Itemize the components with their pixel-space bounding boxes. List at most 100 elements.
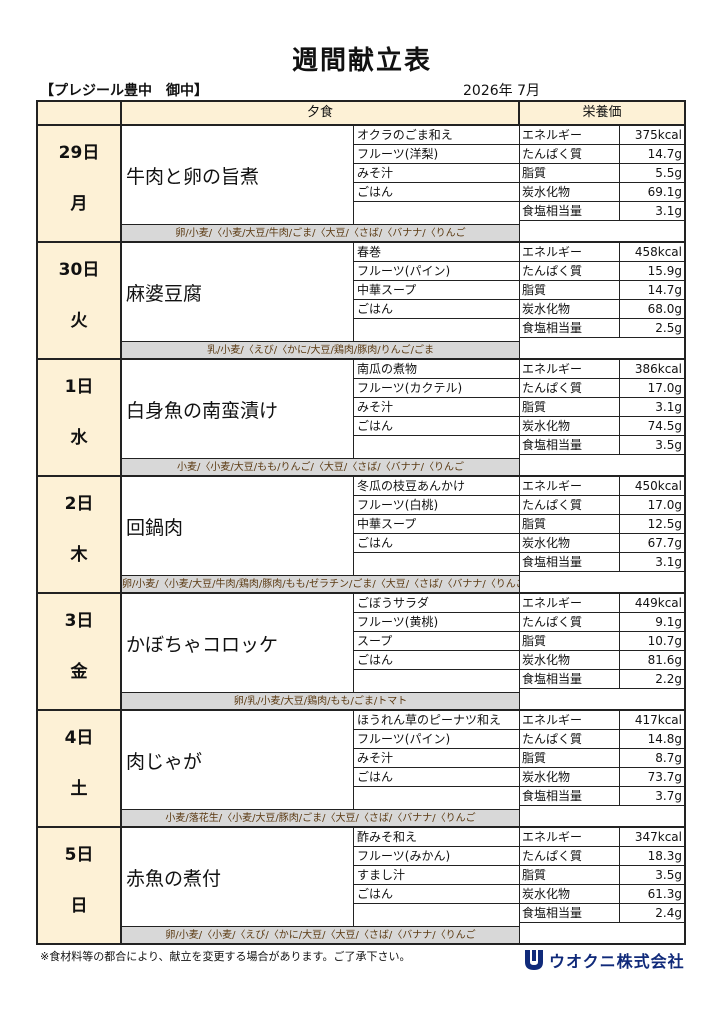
side-dish: 春巻 xyxy=(354,243,519,262)
side-dish: フルーツ(パイン) xyxy=(354,262,519,281)
nutrient-name: 炭水化物 xyxy=(520,183,620,201)
nutrient-value: 9.1g xyxy=(655,615,682,629)
date-label: 5日 xyxy=(64,845,94,865)
side-dish: ごはん xyxy=(354,300,519,319)
nutrition-row: 食塩相当量 2.2g xyxy=(520,670,684,689)
side-dish: スープ xyxy=(354,632,519,651)
day-row: 30日火麻婆豆腐 春巻 フルーツ(パイン) 中華スープ ごはん 乳/小麦/〈えび/〈かに/… xyxy=(36,243,686,360)
day-cell: 5日日 xyxy=(38,828,122,943)
date-label: 1日 xyxy=(64,377,94,397)
allergen-info: 卵/小麦/〈小麦/大豆/牛肉/鶏肉/豚肉/もも/ゼラチン/ごま/〈大豆/〈さば/… xyxy=(122,575,519,592)
main-dish: 牛肉と卵の旨煮 xyxy=(122,126,354,224)
main-dish: かぼちゃコロッケ xyxy=(122,594,354,692)
nutrition-panel: エネルギー 450kcal たんぱく質 17.0g 脂質 12.5g 炭水化物 67.7g 食塩… xyxy=(520,477,684,592)
nutrition-spacer xyxy=(520,338,684,358)
nutrient-name: 炭水化物 xyxy=(520,417,620,435)
nutrient-name: エネルギー xyxy=(520,711,620,729)
nutrition-row: 脂質 3.1g xyxy=(520,398,684,417)
main-dish: 赤魚の煮付 xyxy=(122,828,354,926)
nutrient-name: たんぱく質 xyxy=(520,379,620,397)
weekday-label: 日 xyxy=(70,896,88,916)
side-dish: フルーツ(パイン) xyxy=(354,730,519,749)
header-nutrition: 栄養価 xyxy=(582,105,622,120)
menu-table: 夕食 栄養価 29日月牛肉と卵の旨煮 オクラのごま和え フルーツ(洋梨) みそ汁 ごはん… xyxy=(36,100,686,945)
nutrition-row: エネルギー 386kcal xyxy=(520,360,684,379)
side-dishes: 冬瓜の枝豆あんかけ フルーツ(白桃) 中華スープ ごはん xyxy=(354,477,519,575)
dinner-content: 回鍋肉 冬瓜の枝豆あんかけ フルーツ(白桃) 中華スープ ごはん 卵/小麦/〈小麦/大豆/… xyxy=(122,477,520,592)
dinner-content: 肉じゃが ほうれん草のピーナツ和え フルーツ(パイン) みそ汁 ごはん 小麦/落花生/〈小… xyxy=(122,711,520,826)
nutrient-name: エネルギー xyxy=(520,126,620,144)
side-dish: オクラのごま和え xyxy=(354,126,519,145)
weekday-label: 木 xyxy=(70,545,88,565)
dinner-content: 白身魚の南蛮漬け 南瓜の煮物 フルーツ(カクテル) みそ汁 ごはん 小麦/〈小麦/大豆/も… xyxy=(122,360,520,475)
nutrient-name: エネルギー xyxy=(520,477,620,495)
nutrient-name: 脂質 xyxy=(520,632,620,650)
side-dish-blank xyxy=(354,319,519,338)
nutrition-row: 食塩相当量 3.1g xyxy=(520,553,684,572)
side-dish-blank xyxy=(354,436,519,455)
side-dish: 中華スープ xyxy=(354,515,519,534)
nutrition-row: 炭水化物 67.7g xyxy=(520,534,684,553)
day-row: 4日土肉じゃが ほうれん草のピーナツ和え フルーツ(パイン) みそ汁 ごはん 小麦/落花生… xyxy=(36,711,686,828)
date-label: 4日 xyxy=(64,728,94,748)
dinner-content: 赤魚の煮付 酢みそ和え フルーツ(みかん) すまし汁 ごはん 卵/小麦/〈小麦/〈えび/〈… xyxy=(122,828,520,943)
nutrient-name: 脂質 xyxy=(520,515,620,533)
nutrition-panel: エネルギー 417kcal たんぱく質 14.8g 脂質 8.7g 炭水化物 73.7g 食塩相… xyxy=(520,711,684,826)
allergen-info: 卵/小麦/〈小麦/大豆/牛肉/ごま/〈大豆/〈さば/〈バナナ/〈りんご xyxy=(122,224,519,241)
nutrient-value: 3.5g xyxy=(655,438,682,452)
nutrient-name: たんぱく質 xyxy=(520,262,620,280)
day-cell: 4日土 xyxy=(38,711,122,826)
nutrition-panel: エネルギー 347kcal たんぱく質 18.3g 脂質 3.5g 炭水化物 61.3g 食塩相… xyxy=(520,828,684,943)
nutrient-value: 18.3g xyxy=(647,849,682,863)
nutrition-row: 炭水化物 81.6g xyxy=(520,651,684,670)
nutrition-spacer xyxy=(520,923,684,943)
nutrient-name: 食塩相当量 xyxy=(520,904,620,922)
nutrient-name: 食塩相当量 xyxy=(520,787,620,805)
weekday-label: 水 xyxy=(70,428,88,448)
side-dishes: 酢みそ和え フルーツ(みかん) すまし汁 ごはん xyxy=(354,828,519,926)
nutrient-value: 458kcal xyxy=(634,245,682,259)
side-dish: ごはん xyxy=(354,417,519,436)
main-dish: 回鍋肉 xyxy=(122,477,354,575)
side-dish: ごはん xyxy=(354,183,519,202)
day-row: 2日木回鍋肉 冬瓜の枝豆あんかけ フルーツ(白桃) 中華スープ ごはん 卵/小麦/〈小麦/… xyxy=(36,477,686,594)
dish-area: 白身魚の南蛮漬け 南瓜の煮物 フルーツ(カクテル) みそ汁 ごはん xyxy=(122,360,519,458)
side-dish: ほうれん草のピーナツ和え xyxy=(354,711,519,730)
allergen-info: 小麦/〈小麦/大豆/もも/りんご/〈大豆/〈さば/〈バナナ/〈りんご xyxy=(122,458,519,475)
day-row: 3日金かぼちゃコロッケ ごぼうサラダ フルーツ(黄桃) スープ ごはん 卵/乳/小麦/大豆… xyxy=(36,594,686,711)
side-dish: 南瓜の煮物 xyxy=(354,360,519,379)
side-dish-blank xyxy=(354,202,519,221)
day-cell: 30日火 xyxy=(38,243,122,358)
year-month: 2026年 7月 xyxy=(463,83,540,99)
nutrition-row: たんぱく質 14.8g xyxy=(520,730,684,749)
side-dish: フルーツ(黄桃) xyxy=(354,613,519,632)
page-title: 週間献立表 xyxy=(291,46,432,76)
nutrient-name: たんぱく質 xyxy=(520,145,620,163)
nutrition-row: 炭水化物 73.7g xyxy=(520,768,684,787)
nutrient-name: 炭水化物 xyxy=(520,885,620,903)
nutrient-value: 5.5g xyxy=(655,166,682,180)
nutrient-value: 2.2g xyxy=(655,672,682,686)
nutrient-name: 食塩相当量 xyxy=(520,436,620,454)
day-row: 29日月牛肉と卵の旨煮 オクラのごま和え フルーツ(洋梨) みそ汁 ごはん 卵/小麦/〈小… xyxy=(36,126,686,243)
side-dish: ごはん xyxy=(354,768,519,787)
nutrition-row: 食塩相当量 2.5g xyxy=(520,319,684,338)
nutrition-row: たんぱく質 17.0g xyxy=(520,496,684,515)
nutrition-row: 炭水化物 69.1g xyxy=(520,183,684,202)
side-dish: ごはん xyxy=(354,651,519,670)
side-dish-blank xyxy=(354,553,519,572)
side-dish: ごぼうサラダ xyxy=(354,594,519,613)
nutrient-name: 脂質 xyxy=(520,749,620,767)
nutrient-name: 食塩相当量 xyxy=(520,553,620,571)
date-label: 30日 xyxy=(58,260,100,280)
nutrient-name: 食塩相当量 xyxy=(520,319,620,337)
date-label: 29日 xyxy=(58,143,100,163)
nutrient-value: 8.7g xyxy=(655,751,682,765)
nutrition-row: 脂質 3.5g xyxy=(520,866,684,885)
date-label: 3日 xyxy=(64,611,94,631)
nutrition-row: 脂質 10.7g xyxy=(520,632,684,651)
table-header: 夕食 栄養価 xyxy=(36,100,686,126)
nutrition-panel: エネルギー 458kcal たんぱく質 15.9g 脂質 14.7g 炭水化物 68.0g 食塩… xyxy=(520,243,684,358)
nutrient-value: 14.8g xyxy=(647,732,682,746)
nutrient-value: 347kcal xyxy=(634,830,682,844)
